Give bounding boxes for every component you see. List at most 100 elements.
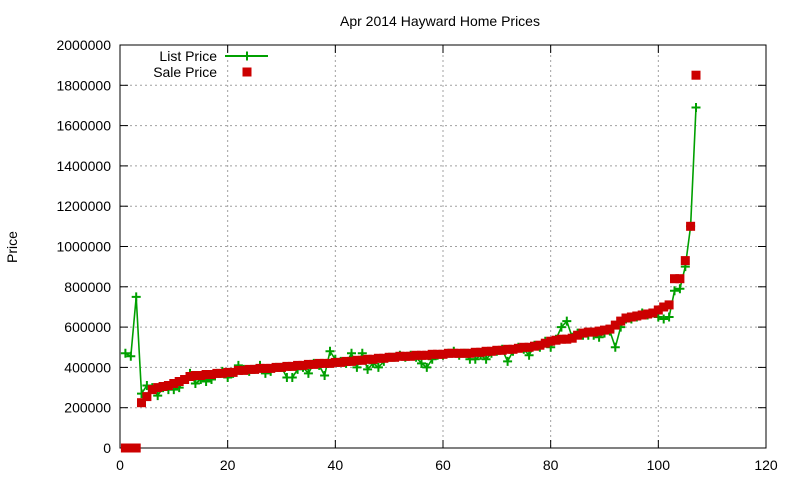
sale-price-point <box>384 352 394 362</box>
list-price-point <box>664 312 674 322</box>
list-price-point <box>373 362 383 372</box>
sale-price-point <box>201 370 211 379</box>
chart-title: Apr 2014 Hayward Home Prices <box>340 13 540 29</box>
sale-price-point <box>223 367 233 377</box>
sale-price-point <box>137 398 146 408</box>
legend-marker-sale-price <box>242 67 252 77</box>
sale-price-point <box>621 313 631 323</box>
sale-price-point <box>260 363 270 373</box>
sale-price-point <box>551 335 561 345</box>
list-price-point <box>417 358 426 368</box>
sale-price-point <box>379 353 389 363</box>
sale-price-point <box>320 358 330 368</box>
sale-price-point <box>643 309 653 319</box>
sale-price-point <box>680 256 690 266</box>
sale-price-point <box>271 362 281 372</box>
sale-price-point <box>228 367 238 377</box>
list-price-point <box>670 286 679 296</box>
sale-price-point <box>196 371 206 380</box>
sale-price-point <box>352 355 362 365</box>
sale-price-point <box>422 350 432 360</box>
sale-price-point <box>363 354 373 364</box>
x-tick-label: 100 <box>647 457 671 473</box>
sale-price-point <box>207 370 216 379</box>
sale-price-point <box>293 360 303 370</box>
x-tick-label: 40 <box>328 457 344 473</box>
list-price-point <box>524 350 534 360</box>
sale-price-point <box>616 316 626 326</box>
sale-price-point <box>626 312 636 322</box>
sale-price-point <box>174 377 184 386</box>
sale-price-point <box>298 360 308 370</box>
sale-price-point <box>325 358 335 368</box>
sale-price-point <box>659 302 669 312</box>
list-price-point <box>422 362 432 372</box>
sale-price-point <box>131 443 141 453</box>
sale-price-point <box>497 345 507 355</box>
y-tick-label: 200000 <box>64 400 111 416</box>
sale-price-point <box>126 443 136 453</box>
sale-price-point <box>266 363 276 373</box>
sale-price-point <box>513 343 523 353</box>
sale-price-point <box>163 381 173 390</box>
sale-price-point <box>675 274 685 284</box>
list-price-point <box>659 314 669 324</box>
sale-price-point <box>540 338 550 348</box>
sale-price-point <box>583 327 593 337</box>
sale-price-point <box>277 362 286 372</box>
list-price-point <box>190 379 200 388</box>
sale-price-point <box>481 346 491 356</box>
list-price-point <box>610 342 620 352</box>
sale-price-point <box>686 221 696 231</box>
sale-price-point <box>314 358 324 368</box>
sale-price-point <box>454 348 464 358</box>
y-tick-label: 2000000 <box>56 37 111 53</box>
sale-price-point <box>492 345 502 355</box>
sale-price-point <box>330 357 340 367</box>
list-price-point <box>691 103 701 112</box>
sale-price-point <box>406 351 416 361</box>
sale-price-point <box>336 357 346 367</box>
sale-price-point <box>433 349 443 359</box>
x-axis-ticks: 0 20 40 60 80 100 120 <box>116 45 778 473</box>
y-tick-label: 1600000 <box>56 118 111 134</box>
list-price-point <box>556 322 566 332</box>
sale-price-point <box>309 359 319 369</box>
sale-price-point <box>524 342 534 352</box>
sale-price-point <box>508 344 518 354</box>
sale-price-point <box>239 365 249 375</box>
list-price-point <box>320 371 330 380</box>
sale-price-point <box>244 364 254 374</box>
y-axis-label: Price <box>4 231 20 263</box>
sale-price-point <box>470 347 480 357</box>
sale-price-point <box>670 274 679 284</box>
sale-price-point <box>632 311 642 321</box>
sale-price-point <box>691 70 701 80</box>
sale-price-point <box>476 347 486 357</box>
sale-price-point <box>578 328 588 338</box>
sale-price-point <box>556 334 566 344</box>
series-sale-price <box>120 70 701 453</box>
sale-price-point <box>147 385 157 395</box>
sale-price-point <box>390 352 400 362</box>
list-price-point <box>153 391 163 401</box>
sale-price-point <box>142 392 152 402</box>
sale-price-point <box>373 353 383 363</box>
sale-price-point <box>400 351 410 361</box>
list-price-point <box>131 292 141 302</box>
y-tick-label: 1000000 <box>56 239 111 255</box>
sale-price-point <box>395 351 405 361</box>
y-tick-label: 600000 <box>64 319 111 335</box>
x-tick-label: 20 <box>220 457 236 473</box>
sale-price-point <box>427 349 437 359</box>
y-tick-label: 0 <box>103 440 111 456</box>
sale-price-point <box>153 383 163 393</box>
sale-price-point <box>120 443 130 453</box>
sale-price-point <box>546 336 556 346</box>
y-tick-label: 1200000 <box>56 198 111 214</box>
x-tick-label: 0 <box>116 457 124 473</box>
sale-price-point <box>653 305 663 315</box>
sale-price-point <box>605 324 615 334</box>
legend[interactable]: List Price Sale Price <box>153 48 268 80</box>
y-axis-ticks: 0 200000 400000 600000 800000 1000000 1200000 1… <box>56 37 766 456</box>
